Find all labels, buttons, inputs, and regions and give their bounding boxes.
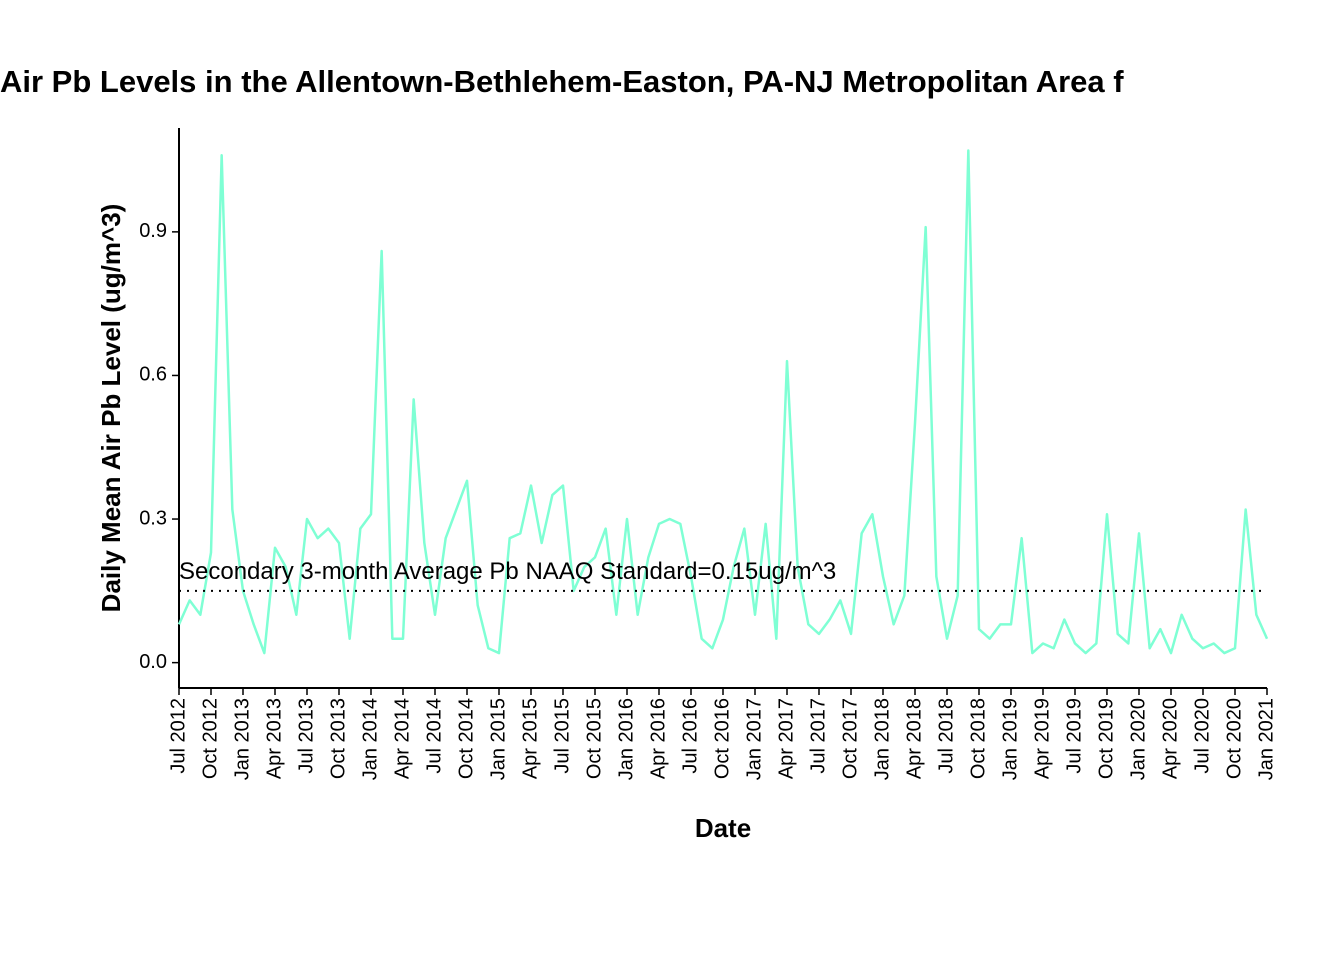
x-tick-label: Jul 2017 — [807, 698, 829, 774]
y-tick-label: 0.9 — [139, 220, 167, 242]
x-tick-label: Jan 2016 — [615, 698, 637, 780]
x-tick-label: Apr 2014 — [391, 698, 413, 779]
x-tick-label: Jul 2014 — [423, 698, 445, 774]
x-tick-label: Jan 2013 — [231, 698, 253, 780]
y-tick-label: 0.0 — [139, 651, 167, 673]
x-tick-label: Apr 2015 — [519, 698, 541, 779]
x-tick-label: Oct 2020 — [1223, 698, 1245, 779]
x-tick-label: Oct 2018 — [967, 698, 989, 779]
x-tick-label: Apr 2016 — [647, 698, 669, 779]
x-tick-label: Jan 2017 — [743, 698, 765, 780]
x-tick-label: Jul 2016 — [679, 698, 701, 774]
x-tick-label: Oct 2019 — [1095, 698, 1117, 779]
x-tick-label: Oct 2017 — [839, 698, 861, 779]
y-tick-label: 0.6 — [139, 364, 167, 386]
x-tick-label: Jul 2013 — [295, 698, 317, 774]
x-tick-label: Oct 2014 — [455, 698, 477, 779]
x-tick-label: Apr 2018 — [903, 698, 925, 779]
x-tick-label: Apr 2013 — [263, 698, 285, 779]
data-line — [177, 149, 1269, 655]
x-tick-label: Oct 2012 — [199, 698, 221, 779]
x-tick-label: Oct 2013 — [327, 698, 349, 779]
x-tick-label: Jul 2019 — [1063, 698, 1085, 774]
x-tick-label: Jul 2018 — [935, 698, 957, 774]
x-tick-label: Oct 2015 — [583, 698, 605, 779]
chart-title: Air Pb Levels in the Allentown-Bethlehem… — [0, 64, 1124, 99]
x-tick-label: Apr 2019 — [1031, 698, 1053, 779]
y-tick-label: 0.3 — [139, 507, 167, 529]
y-axis-title: Daily Mean Air Pb Level (ug/m^3) — [96, 204, 126, 613]
x-tick-label: Jan 2021 — [1255, 698, 1277, 780]
x-tick-label: Apr 2017 — [775, 698, 797, 779]
x-tick-label: Oct 2016 — [711, 698, 733, 779]
x-tick-label: Jan 2020 — [1127, 698, 1149, 780]
x-tick-label: Apr 2020 — [1159, 698, 1181, 779]
x-tick-label: Jul 2015 — [551, 698, 573, 774]
x-tick-label: Jan 2019 — [999, 698, 1021, 780]
x-tick-label: Jan 2018 — [871, 698, 893, 780]
x-axis-title: Date — [695, 813, 751, 843]
x-tick-label: Jul 2012 — [167, 698, 189, 774]
x-tick-label: Jan 2015 — [487, 698, 509, 780]
x-tick-label: Jan 2014 — [359, 698, 381, 780]
x-tick-label: Jul 2020 — [1191, 698, 1213, 774]
reference-label: Secondary 3-month Average Pb NAAQ Standa… — [179, 558, 836, 585]
